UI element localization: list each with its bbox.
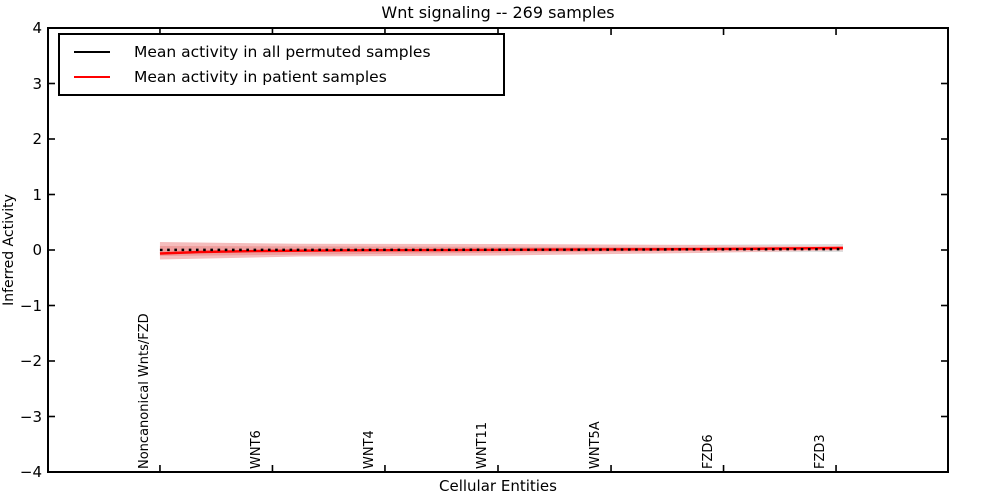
y-tick-label: −4 — [19, 463, 42, 481]
x-axis-label: Cellular Entities — [439, 477, 557, 495]
y-tick-label: 4 — [32, 19, 42, 37]
chart-title: Wnt signaling -- 269 samples — [381, 3, 615, 22]
x-tick-label: WNT5A — [588, 421, 604, 469]
legend-label-patient: Mean activity in patient samples — [134, 68, 387, 87]
y-tick-label: 0 — [32, 241, 42, 259]
y-axis-label: Inferred Activity — [1, 194, 17, 306]
x-tick-label: WNT4 — [361, 430, 377, 469]
x-tick-label: FZD3 — [813, 434, 829, 469]
y-tick-label: 1 — [32, 185, 42, 204]
y-tick-label: −3 — [19, 407, 42, 426]
x-tick-label: WNT6 — [249, 430, 265, 469]
patient-line-sample-icon — [74, 76, 110, 79]
permuted-line-sample-icon — [74, 50, 110, 53]
y-tick-label: −2 — [19, 352, 42, 370]
legend-entry-patient: Mean activity in patient samples — [74, 68, 503, 86]
y-tick-label: 3 — [32, 74, 42, 93]
legend: Mean activity in all permuted samples Me… — [58, 33, 505, 96]
legend-label-permuted: Mean activity in all permuted samples — [134, 42, 431, 61]
x-tick-label: Noncanonical Wnts/FZD — [136, 313, 152, 469]
legend-entry-permuted: Mean activity in all permuted samples — [74, 43, 503, 61]
x-tick-label: WNT11 — [475, 421, 490, 469]
y-tick-label: 2 — [32, 130, 42, 148]
y-tick-label: −1 — [19, 296, 42, 315]
x-tick-label: FZD6 — [700, 434, 716, 469]
series-line-permuted — [159, 247, 843, 252]
